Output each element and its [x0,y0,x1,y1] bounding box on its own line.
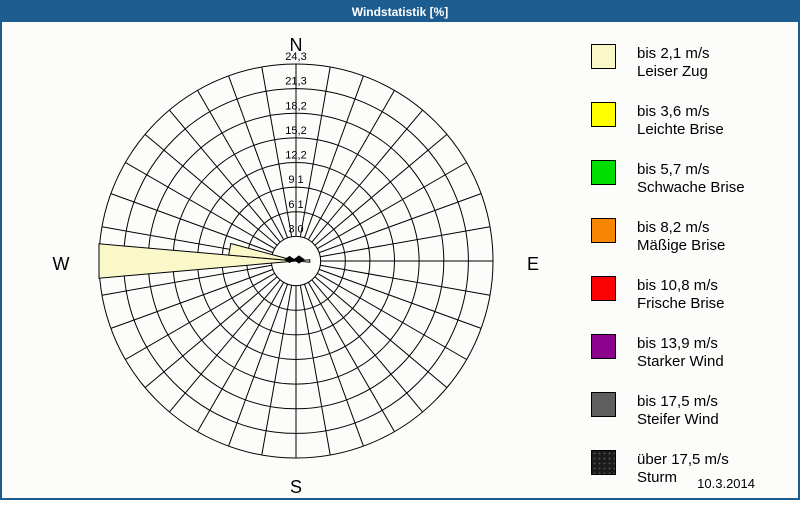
grid-spoke [307,90,395,240]
title-bar: Windstatistik [%] [2,2,798,22]
grid-spoke [169,109,281,243]
grid-spoke [314,134,448,246]
legend-speed-label: bis 2,1 m/s [637,45,710,62]
grid-spoke [299,66,331,237]
legend: bis 2,1 m/s Leiser Zug bis 3,6 m/s Leich… [591,44,791,508]
wind-petal [98,243,297,279]
grid-spoke [125,162,275,250]
legend-class-label: Sturm [637,469,678,486]
legend-item-leiser-zug: bis 2,1 m/s Leiser Zug [591,44,791,81]
grid-spoke [197,282,285,432]
grid-spoke [317,162,467,250]
grid-spoke [228,75,289,239]
legend-color-swatch [591,450,616,475]
grid-spoke [307,282,395,432]
legend-class-label: Mäßige Brise [637,237,726,254]
grid-spoke [144,276,278,388]
legend-color-swatch [591,276,616,301]
legend-class-label: Leichte Brise [637,121,724,138]
legend-class-label: Leiser Zug [637,63,708,80]
legend-item-steifer-wind: bis 17,5 m/s Steifer Wind [591,392,791,429]
grid-spoke [303,75,364,239]
center-marker [293,255,305,264]
legend-item-sturm: über 17,5 m/s Sturm [591,450,791,487]
legend-class-label: Frische Brise [637,295,725,312]
grid-spoke [101,264,272,296]
grid-spoke [228,283,289,447]
grid-spoke [299,285,331,456]
legend-color-swatch [591,218,616,243]
date-label: 10.3.2014 [697,476,755,491]
grid-spoke [197,90,285,240]
grid-spoke [125,272,275,360]
window-title: Windstatistik [%] [351,5,449,19]
compass-label-w: W [53,254,70,274]
grid-spoke [144,134,278,246]
legend-class-label: Schwache Brise [637,179,745,196]
legend-speed-label: bis 13,9 m/s [637,335,718,352]
grid-spoke [317,272,467,360]
compass-label-s: S [290,477,302,497]
grid-spoke [311,279,423,413]
compass-label-e: E [527,254,539,274]
legend-speed-label: bis 17,5 m/s [637,393,718,410]
wind-petal [228,242,297,262]
legend-class-label: Steifer Wind [637,411,719,428]
legend-speed-label: bis 10,8 m/s [637,277,718,294]
legend-speed-label: bis 5,7 m/s [637,161,710,178]
grid-spoke [303,283,364,447]
legend-item-frische-brise: bis 10,8 m/s Frische Brise [591,276,791,313]
legend-color-swatch [591,334,616,359]
compass-label-n: N [290,35,303,55]
grid-spoke [110,268,274,329]
legend-speed-label: bis 3,6 m/s [637,103,710,120]
grid-spoke [320,264,491,296]
legend-color-swatch [591,44,616,69]
legend-item-leichte-brise: bis 3,6 m/s Leichte Brise [591,102,791,139]
legend-item-schwache-brise: bis 5,7 m/s Schwache Brise [591,160,791,197]
grid-spoke [314,276,448,388]
grid-spoke [320,226,491,258]
grid-spoke [318,268,482,329]
grid-spoke [318,193,482,254]
legend-color-swatch [591,102,616,127]
legend-speed-label: bis 8,2 m/s [637,219,710,236]
ring-label: 24,3 [285,51,306,63]
legend-color-swatch [591,392,616,417]
legend-color-swatch [591,160,616,185]
grid-spoke [110,193,274,254]
legend-item-maessige-brise: bis 8,2 m/s Mäßige Brise [591,218,791,255]
grid-spoke [311,109,423,243]
grid-spoke [169,279,281,413]
legend-item-starker-wind: bis 13,9 m/s Starker Wind [591,334,791,371]
legend-speed-label: über 17,5 m/s [637,451,729,468]
grid-spoke [261,66,293,237]
grid-spoke [261,285,293,456]
legend-class-label: Starker Wind [637,353,724,370]
